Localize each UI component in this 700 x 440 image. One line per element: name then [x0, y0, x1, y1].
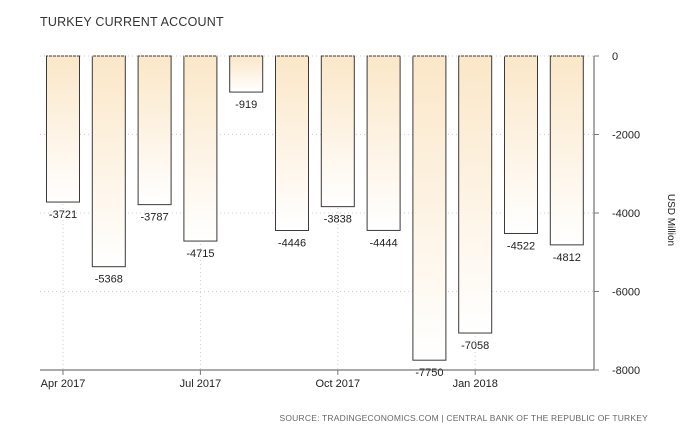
bar-value-label: -7750 — [415, 367, 443, 379]
bar-value-label: -4715 — [186, 248, 214, 260]
data-labels: -3721 -5368 -3787 -4715 -919 -4446 -3838 -4444 -… — [49, 99, 581, 379]
bar — [229, 55, 264, 93]
bar — [458, 55, 493, 334]
bar — [412, 55, 447, 361]
bar — [504, 55, 538, 234]
x-tick-label: Oct 2017 — [315, 378, 360, 390]
bar — [320, 55, 355, 208]
bar — [366, 55, 401, 231]
bar-value-label: -3838 — [324, 214, 352, 226]
y-tick-label: 0 — [612, 51, 618, 63]
y-axis-title: USD Million — [665, 194, 676, 246]
bar — [91, 55, 126, 268]
bar — [183, 55, 218, 242]
x-tick-label: Jul 2017 — [180, 378, 222, 390]
bar — [46, 55, 80, 203]
axes: 0 -2000 -4000 -6000 -8000 Apr 2017 Jul 2017 Oct… — [40, 51, 640, 390]
bar — [275, 55, 309, 232]
y-tick-label: -4000 — [612, 208, 640, 220]
x-tick-label: Jan 2018 — [453, 378, 498, 390]
y-tick-label: -8000 — [612, 365, 640, 377]
bar — [549, 55, 584, 246]
chart-title: TURKEY CURRENT ACCOUNT — [40, 15, 224, 29]
bar-value-label: -5368 — [95, 274, 123, 286]
bar-value-label: -4522 — [507, 240, 535, 252]
bar-value-label: -4444 — [370, 237, 398, 249]
bar-value-label: -3787 — [141, 212, 169, 224]
y-tick-label: -2000 — [612, 130, 640, 142]
bar-value-label: -4446 — [278, 238, 306, 250]
bar-value-label: -3721 — [49, 209, 77, 221]
bars — [46, 55, 584, 361]
bar-value-label: -919 — [235, 99, 257, 111]
bar — [137, 55, 172, 206]
source-note: SOURCE: TRADINGECONOMICS.COM | CENTRAL B… — [279, 413, 648, 423]
bar-value-label: -7058 — [461, 340, 489, 352]
bar-value-label: -4812 — [553, 252, 581, 264]
x-tick-label: Apr 2017 — [41, 378, 86, 390]
y-tick-label: -6000 — [612, 287, 640, 299]
